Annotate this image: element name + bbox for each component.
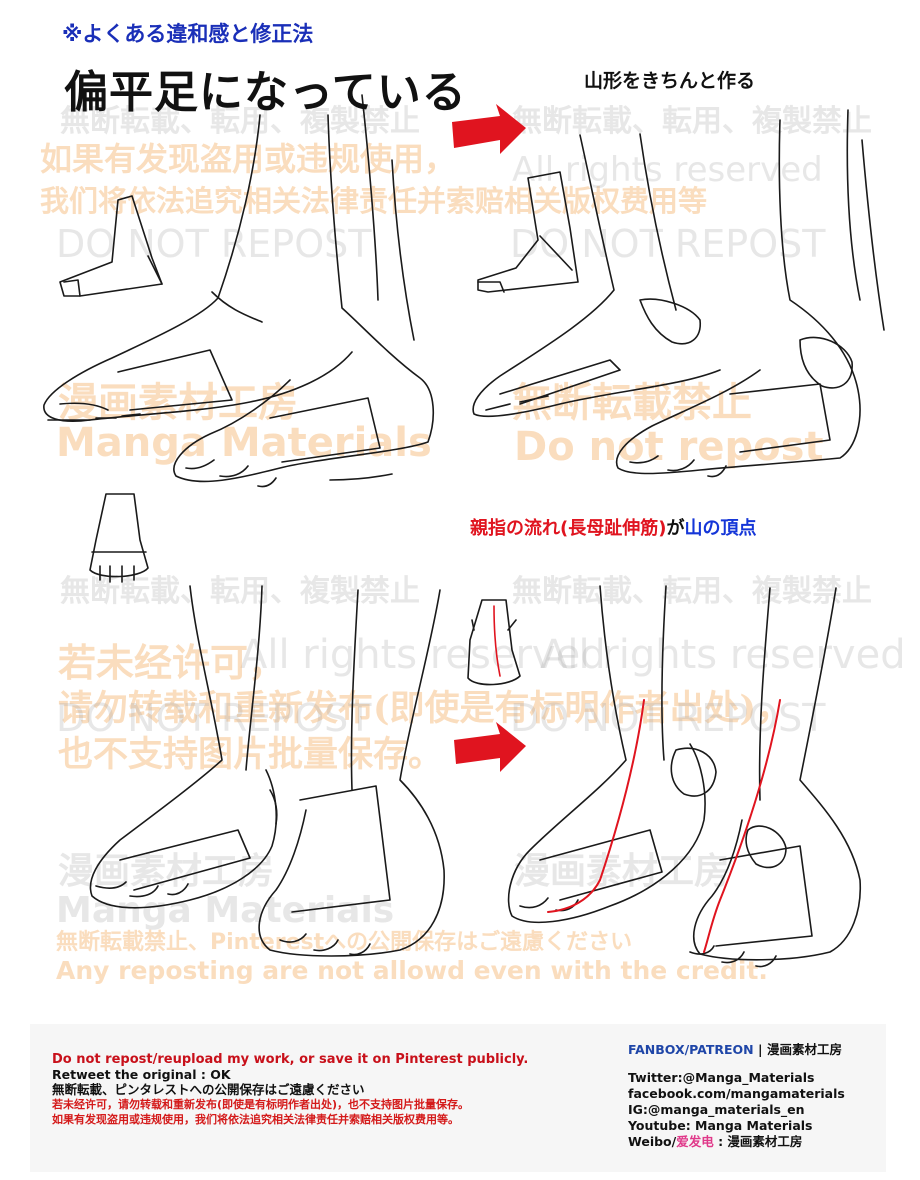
weibo-line[interactable]: Weibo/爱发电 : 漫画素材工房 xyxy=(628,1134,845,1150)
feet-flat-front xyxy=(89,585,445,957)
fanbox-line: FANBOX/PATREON | 漫画素材工房 xyxy=(628,1042,845,1058)
feet-flat-top xyxy=(43,94,435,488)
facebook-link[interactable]: facebook.com/mangamaterials xyxy=(628,1086,845,1101)
notice-en: Do not repost/reupload my work, or save … xyxy=(52,1052,529,1067)
annotation-muscle: 親指の流れ(長母趾伸筋)が山の頂点 xyxy=(470,514,756,540)
notice-retweet: Retweet the original : OK xyxy=(52,1067,231,1082)
schematic-arch-side xyxy=(477,171,579,293)
schematic-flat-side xyxy=(59,195,163,297)
annotation-part4: 山の頂点 xyxy=(684,518,757,539)
weibo-prefix: Weibo/ xyxy=(628,1134,677,1149)
schematic-arch-front xyxy=(467,599,521,686)
notice-jp: 無断転載、ピンタレストへの公開保存はご遠慮ください xyxy=(52,1082,365,1097)
page-title: 偏平足になっている xyxy=(64,67,467,118)
footer-notices: Do not repost/reupload my work, or save … xyxy=(52,1052,528,1127)
right-title: 山形をきちんと作る xyxy=(584,70,756,92)
instagram-link[interactable]: IG:@manga_materials_en xyxy=(628,1102,805,1117)
arrow-bottom xyxy=(454,722,526,772)
footer-panel: Do not repost/reupload my work, or save … xyxy=(30,1024,886,1172)
notice-cn2: 如果有发现盗用或违规使用，我们将依法追究相关法律责任并索赔相关版权费用等。 xyxy=(52,1113,459,1126)
youtube-link[interactable]: Youtube: Manga Materials xyxy=(628,1118,813,1133)
schematic-flat-front xyxy=(89,493,149,583)
annotation-part1: 親指の流れ xyxy=(470,518,560,539)
arrow-top xyxy=(452,104,526,154)
subtitle: ※よくある違和感と修正法 xyxy=(62,22,314,46)
weibo-suffix: : 漫画素材工房 xyxy=(713,1134,803,1149)
annotation-part2: (長母趾伸筋) xyxy=(560,518,667,539)
feet-arched-top xyxy=(472,109,885,478)
twitter-link[interactable]: Twitter:@Manga_Materials xyxy=(628,1070,815,1085)
fanbox-sep: | xyxy=(753,1042,767,1057)
weibo-pink: 爱发电 xyxy=(676,1134,714,1149)
annotation-part3: が xyxy=(666,518,685,539)
fanbox-name: 漫画素材工房 xyxy=(766,1042,842,1057)
footer-socials: FANBOX/PATREON | 漫画素材工房 Twitter:@Manga_M… xyxy=(628,1042,845,1150)
fanbox-link[interactable]: FANBOX/PATREON xyxy=(628,1042,754,1057)
feet-arched-front xyxy=(507,585,862,968)
notice-cn1: 若未经许可，请勿转载和重新发布(即使是有标明作者出处)，也不支持图片批量保存。 xyxy=(52,1098,470,1111)
